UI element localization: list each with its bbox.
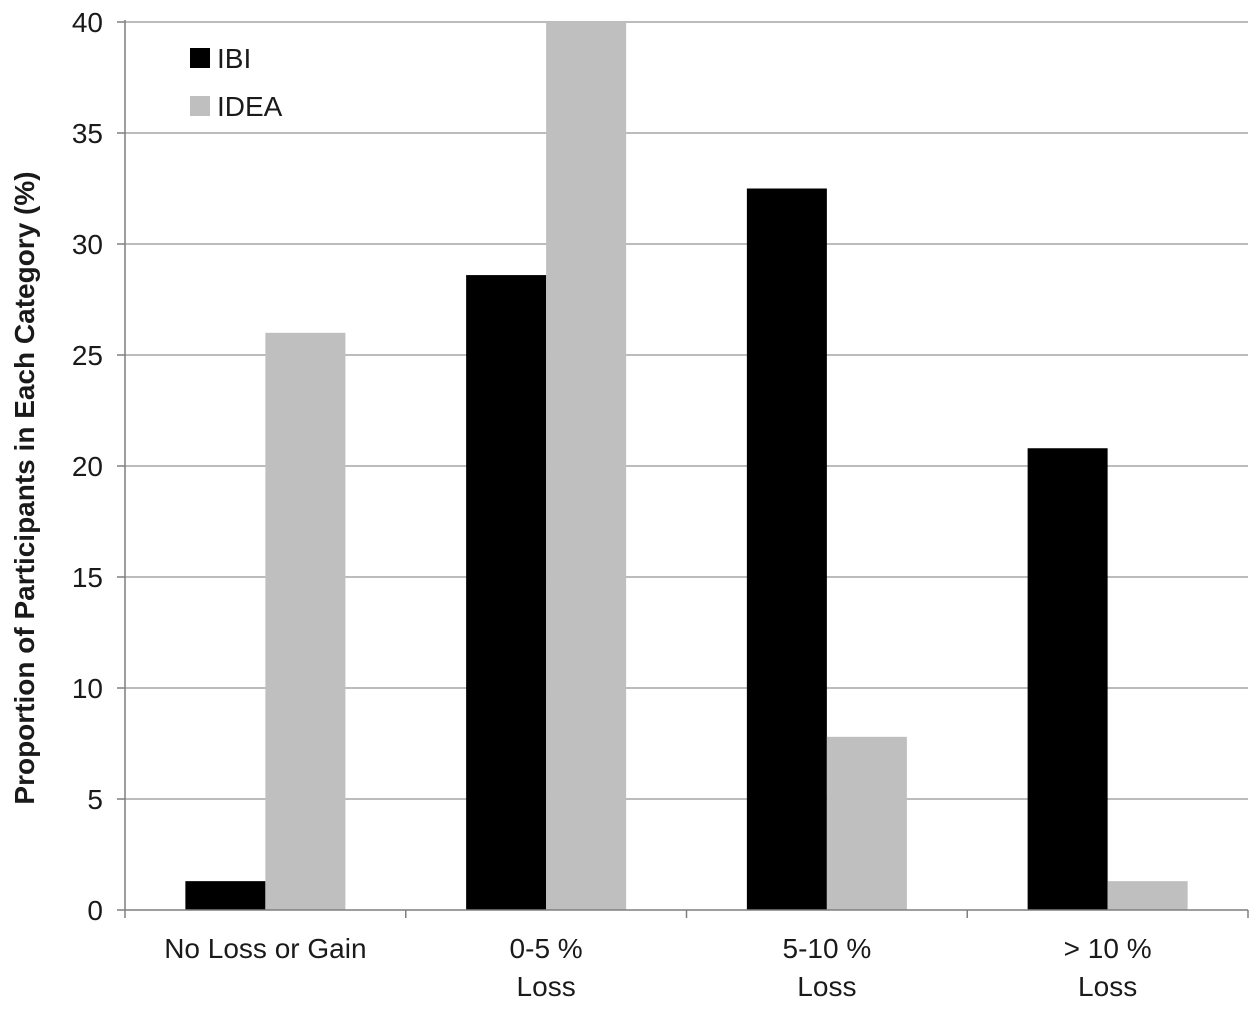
bar-ibi-2 (746, 188, 827, 910)
bar-idea-2 (826, 736, 907, 910)
x-category-label: 5-10 % Loss (783, 933, 872, 1002)
x-category-label: > 10 % Loss (1064, 933, 1152, 1002)
y-tick-label: 20 (72, 451, 103, 482)
y-tick-label: 40 (72, 7, 103, 38)
legend: IBI IDEA (190, 43, 283, 122)
x-category-labels: No Loss or Gain 0-5 % Loss 5-10 % Loss > 10 %… (164, 933, 1151, 1002)
bar-ibi-3 (1027, 448, 1108, 910)
y-tick-label: 0 (87, 895, 103, 926)
y-tick-label: 35 (72, 118, 103, 149)
legend-label-idea: IDEA (217, 91, 283, 122)
bar-idea-3 (1107, 881, 1188, 910)
bar-idea-0 (265, 332, 346, 910)
bar-idea-1 (546, 22, 627, 910)
bar-ibi-0 (185, 881, 266, 910)
y-tick-labels: 0 5 10 15 20 25 30 35 40 (72, 7, 103, 926)
legend-swatch-idea (190, 96, 210, 116)
y-tick-label: 15 (72, 562, 103, 593)
bars (185, 22, 1188, 911)
x-category-label: No Loss or Gain (164, 933, 366, 964)
x-category-label: 0-5 % Loss (510, 933, 583, 1002)
axes (117, 20, 1249, 918)
y-tick-label: 5 (87, 784, 103, 815)
y-tick-label: 25 (72, 340, 103, 371)
legend-label-ibi: IBI (217, 43, 251, 74)
y-tick-label: 10 (72, 673, 103, 704)
bar-ibi-1 (466, 275, 547, 911)
y-axis-title: Proportion of Participants in Each Categ… (9, 171, 40, 804)
legend-swatch-ibi (190, 48, 210, 68)
y-tick-label: 30 (72, 229, 103, 260)
